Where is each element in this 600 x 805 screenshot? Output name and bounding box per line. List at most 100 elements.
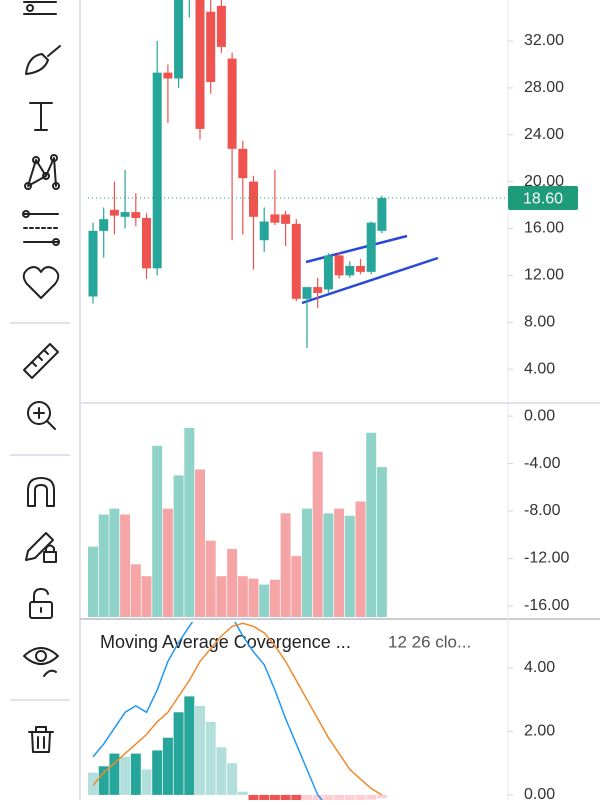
brush-tool[interactable] (25, 45, 61, 75)
volume-bar (291, 556, 302, 617)
delete-tool[interactable] (28, 726, 54, 753)
macd-histogram-bar (376, 794, 387, 799)
volume-bar (120, 514, 131, 617)
volume-bar (227, 548, 238, 617)
volume-bar (259, 584, 270, 617)
volume-bar (216, 576, 227, 617)
y-tick-label: 16.00 (524, 220, 564, 237)
candle-body (152, 72, 162, 269)
candle-body (195, 0, 205, 129)
candle-body (131, 212, 141, 218)
y-tick-label: 20.00 (524, 173, 564, 190)
y-tick-label: 2.00 (524, 723, 555, 740)
y-tick-label: 12.00 (524, 267, 564, 284)
ruler-tool[interactable] (23, 343, 59, 379)
y-tick-label: 36.00 (524, 0, 564, 2)
macd-histogram-bar (205, 721, 216, 795)
macd-histogram-bar (216, 747, 227, 795)
macd-histogram-bar (344, 794, 355, 800)
macd-histogram-bar (195, 705, 205, 795)
volume-bar (302, 508, 312, 617)
macd-histogram-bar (302, 794, 312, 800)
volume-bar (141, 576, 152, 617)
macd-histogram-bar (152, 750, 163, 795)
candle-body (227, 58, 237, 149)
candle-body (163, 72, 173, 79)
macd-histogram-bar (141, 769, 152, 795)
visibility-tool[interactable] (23, 647, 59, 677)
text-tool[interactable] (29, 102, 53, 131)
volume-bar (248, 578, 259, 617)
volume-bar (376, 467, 387, 617)
volume-bar (355, 501, 366, 617)
macd-histogram-bar (162, 737, 173, 795)
macd-histogram-bar (248, 794, 259, 800)
volume-bar (366, 432, 377, 617)
candle-body (345, 266, 355, 276)
macd-histogram-bar (130, 753, 141, 795)
candle-body (270, 214, 280, 223)
y-tick-label: 4.00 (524, 360, 555, 377)
macd-histogram-bar (184, 696, 195, 795)
volume-bar (323, 513, 334, 617)
candle-body (206, 11, 216, 83)
macd-line (92, 622, 383, 796)
y-tick-label: 24.00 (524, 126, 564, 143)
pattern-tool[interactable] (24, 154, 60, 190)
macd-histogram-bar (366, 794, 377, 800)
lock-tool[interactable] (29, 588, 53, 619)
candle-body (302, 287, 312, 299)
macd-histogram-bar (334, 794, 345, 800)
volume-bar (195, 469, 205, 617)
y-tick-label: 32.00 (524, 32, 564, 49)
y-tick-label: 0.00 (524, 407, 555, 424)
y-tick-label: -16.00 (524, 597, 569, 614)
y-tick-label: -8.00 (524, 502, 561, 519)
indicator-title: Moving Average Covergence ... (100, 632, 351, 652)
panel-plot (88, 0, 387, 349)
channel-line[interactable] (301, 256, 439, 305)
volume-bar (237, 576, 248, 617)
volume-bar (88, 546, 98, 617)
macd-histogram-bar (312, 794, 323, 800)
lines-tool[interactable] (23, 1, 57, 15)
volume-bar (205, 540, 216, 617)
channel-drawing[interactable] (301, 234, 439, 305)
y-tick-label: -12.00 (524, 550, 569, 567)
macd-histogram-bar (269, 794, 280, 800)
macd-histogram-bar (98, 766, 109, 795)
candle-body (291, 223, 301, 299)
volume-bar (334, 508, 345, 617)
magnet-tool[interactable] (27, 477, 55, 507)
macd-histogram-bar (259, 794, 270, 800)
zoom-tool[interactable] (27, 401, 56, 430)
favorite-tool[interactable] (22, 266, 60, 299)
candle-body (174, 0, 184, 79)
volume-bar (344, 515, 355, 617)
volume-bar (109, 508, 120, 617)
last-price-box (508, 186, 578, 211)
macd-histogram-bar (237, 791, 248, 795)
volume-bar (152, 445, 163, 617)
panel-plot (88, 428, 387, 617)
candle-body (88, 230, 98, 297)
lock-drawing-tool[interactable] (25, 532, 57, 563)
candle-body (313, 287, 323, 293)
candle-body (366, 222, 376, 272)
channel-line[interactable] (305, 234, 408, 264)
candle-body (356, 266, 365, 272)
macd-histogram-bar (355, 794, 366, 800)
candle-body (99, 219, 109, 231)
macd-histogram-bar (173, 712, 184, 795)
last-price-label: 18.60 (523, 190, 563, 207)
y-tick-label: -4.00 (524, 455, 561, 472)
volume-bar (98, 514, 109, 617)
y-tick-label: 0.00 (524, 786, 555, 800)
candle-body (109, 209, 119, 216)
fib-tool[interactable] (22, 210, 60, 246)
candle-body (323, 255, 333, 290)
macd-histogram-bar (120, 756, 131, 795)
volume-bar (269, 579, 280, 617)
macd-histogram-bar (323, 794, 334, 800)
